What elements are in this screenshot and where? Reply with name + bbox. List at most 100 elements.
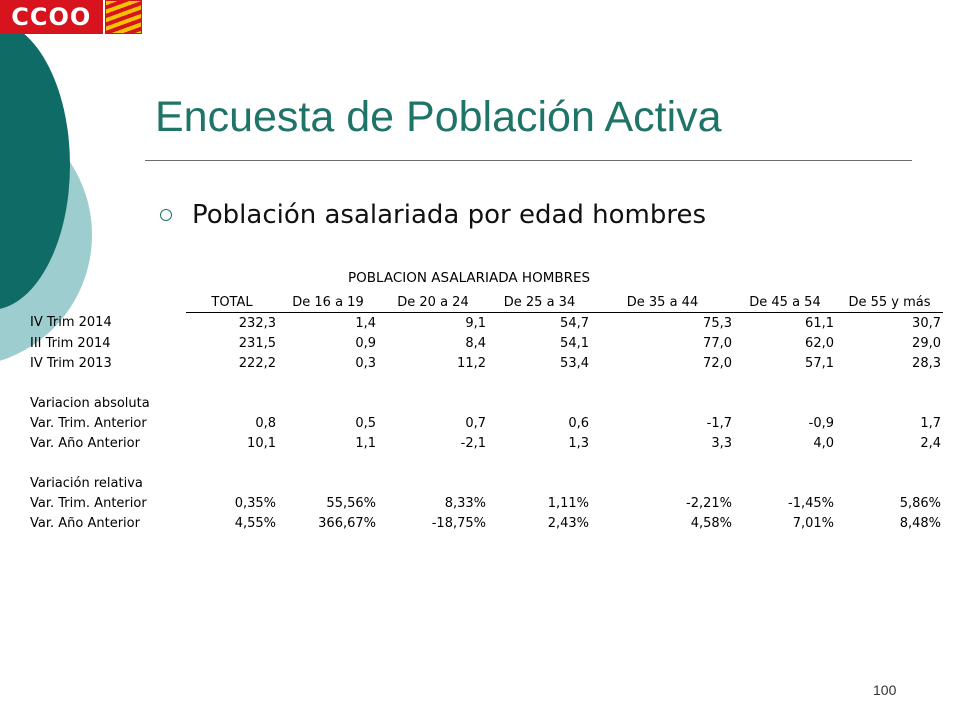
table-cell: 28,3 (912, 355, 941, 371)
table-cell: 0,6 (568, 415, 589, 431)
bullet-item: Población asalariada por edad hombres (160, 200, 706, 230)
table-cell: 1,3 (568, 435, 589, 451)
row-label (28, 373, 186, 393)
table-cell (378, 473, 488, 493)
table-cell: -2,1 (460, 435, 486, 451)
table-cell: 0,5 (355, 415, 376, 431)
bullet-text: Población asalariada por edad hombres (192, 200, 707, 230)
table-cell (734, 453, 836, 473)
table-cell: 1,4 (278, 312, 378, 333)
row-label: Variación relativa (30, 475, 143, 491)
table-cell (278, 373, 378, 393)
table-cell: 1,1 (355, 435, 376, 451)
table-cell (591, 373, 734, 393)
table-row: Var. Año Anterior 4,55% 366,67% -18,75% 2,43… (28, 513, 943, 533)
table-cell: 29,0 (912, 335, 941, 351)
table-cell: 9,1 (378, 312, 488, 333)
table-cell: 2,4 (920, 435, 941, 451)
column-header: De 25 a 34 (488, 292, 591, 313)
table-cell: 0,7 (465, 415, 486, 431)
table-cell: -0,9 (808, 415, 834, 431)
table-cell (488, 453, 591, 473)
table-row (28, 373, 943, 393)
table-cell (488, 393, 591, 413)
row-label: Variacion absoluta (30, 395, 150, 411)
column-header: De 55 y más (836, 292, 943, 313)
column-header: De 20 a 24 (378, 292, 488, 313)
table-cell (378, 373, 488, 393)
table-cell: 0,9 (355, 335, 376, 351)
table-cell: 75,3 (591, 312, 734, 333)
table-cell (591, 473, 734, 493)
row-label: III Trim 2014 (30, 335, 111, 351)
header-blank (28, 292, 186, 313)
column-header: TOTAL (186, 292, 278, 313)
table-cell: 8,33% (444, 495, 486, 511)
table-cell: 231,5 (238, 335, 276, 351)
table-cell: 53,4 (560, 355, 589, 371)
row-label: Var. Año Anterior (30, 435, 140, 451)
table-cell: 7,01% (792, 515, 834, 531)
aragon-flag-icon (104, 0, 142, 34)
table-cell: 72,0 (703, 355, 732, 371)
table-row: Variación relativa (28, 473, 943, 493)
table-row: IV Trim 2014 232,3 1,4 9,1 54,7 75,3 61,1 30,7 (28, 312, 943, 333)
table-cell: -2,21% (686, 495, 732, 511)
table-cell: 30,7 (836, 312, 943, 333)
table-row: Var. Año Anterior 10,1 1,1 -2,1 1,3 3,3 4,0 2,4 (28, 433, 943, 453)
table-cell: 10,1 (247, 435, 276, 451)
table-cell: 4,55% (234, 515, 276, 531)
table-cell (186, 473, 278, 493)
dark-teal-circle (0, 21, 70, 309)
table-row: Variacion absoluta (28, 393, 943, 413)
table-header-row: TOTAL De 16 a 19 De 20 a 24 De 25 a 34 D… (28, 292, 943, 313)
column-header: De 35 a 44 (591, 292, 734, 313)
table-cell: 366,67% (318, 515, 376, 531)
table-cell (186, 373, 278, 393)
table-cell (488, 473, 591, 493)
table-cell (278, 473, 378, 493)
table-row (28, 453, 943, 473)
table-cell: 2,43% (547, 515, 589, 531)
table-cell: 77,0 (703, 335, 732, 351)
column-header: De 45 a 54 (734, 292, 836, 313)
table-cell (591, 393, 734, 413)
row-label: IV Trim 2014 (30, 315, 112, 331)
page-number: 100 (873, 682, 897, 698)
title-divider (145, 160, 912, 161)
table-cell: -18,75% (431, 515, 486, 531)
table-cell (278, 393, 378, 413)
table-cell: 3,3 (711, 435, 732, 451)
table-cell (734, 393, 836, 413)
table-cell: 8,48% (899, 515, 941, 531)
row-label: Var. Trim. Anterior (30, 495, 147, 511)
column-header: De 16 a 19 (278, 292, 378, 313)
table-cell: 8,4 (465, 335, 486, 351)
table-row: III Trim 2014 231,5 0,9 8,4 54,1 77,0 62,0 29,0 (28, 333, 943, 353)
table-cell: 61,1 (734, 312, 836, 333)
table-cell (836, 473, 943, 493)
table-cell (186, 453, 278, 473)
table-cell: -1,7 (706, 415, 732, 431)
table-cell: 5,86% (899, 495, 941, 511)
table-cell: 57,1 (805, 355, 834, 371)
table-cell: 0,3 (355, 355, 376, 371)
table-cell: 1,7 (920, 415, 941, 431)
data-table: TOTAL De 16 a 19 De 20 a 24 De 25 a 34 D… (28, 292, 943, 533)
table-cell (186, 393, 278, 413)
table-cell: 54,7 (488, 312, 591, 333)
decorative-circles (0, 21, 92, 361)
logo-wordmark: CCOO (0, 0, 103, 34)
table-row: Var. Trim. Anterior 0,8 0,5 0,7 0,6 -1,7 -0,9 1… (28, 413, 943, 433)
table-cell: 222,2 (238, 355, 276, 371)
circle-bullet-icon (160, 209, 172, 221)
row-label: IV Trim 2013 (30, 355, 112, 371)
row-label: Var. Año Anterior (30, 515, 140, 531)
table-cell: -1,45% (788, 495, 834, 511)
table-row: IV Trim 2013 222,2 0,3 11,2 53,4 72,0 57,1 28,3 (28, 353, 943, 373)
table-cell: 4,0 (813, 435, 834, 451)
table-title: POBLACION ASALARIADA HOMBRES (348, 270, 591, 286)
table-cell: 62,0 (805, 335, 834, 351)
table-cell: 54,1 (560, 335, 589, 351)
table-cell: 232,3 (186, 312, 278, 333)
